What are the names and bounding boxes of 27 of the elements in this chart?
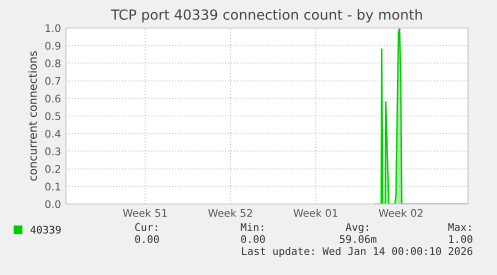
x-tick-label: Week 01: [294, 208, 338, 217]
y-tick-label: 0.6: [45, 94, 60, 103]
text: Avg:: [346, 223, 368, 234]
text: Last update: Wed Jan 14 00:00:10 2026: [242, 246, 472, 258]
x-tick-label: Week 02: [378, 208, 423, 217]
chart-title: TCP port 40339 connection count - by month: [110, 9, 422, 23]
text: Max:: [448, 223, 470, 232]
y-tick-label: 0.1: [45, 182, 60, 191]
y-tick-label: 0.3: [45, 147, 60, 156]
text: 1.00: [449, 235, 472, 244]
y-tick-label: 0.9: [45, 42, 60, 50]
y-tick-label: 0.4: [45, 130, 61, 138]
legend-label: 40339: [30, 226, 61, 234]
text: 0.00: [241, 235, 265, 244]
y-axis-title: concurrent connections: [28, 51, 37, 181]
y-tick-label: 0.8: [45, 59, 60, 68]
x-tick-label: Week 51: [122, 208, 167, 217]
text: 59.06m: [340, 235, 376, 244]
text: 0.00: [135, 235, 159, 244]
y-tick-label: 0.5: [45, 112, 60, 120]
y-tick-label: 0.7: [45, 77, 60, 85]
y-tick-label: 0.2: [45, 165, 60, 173]
text: Min:: [240, 222, 264, 231]
x-tick-label: Week 52: [208, 208, 252, 217]
y-tick-label: 0.0: [45, 200, 60, 208]
text: Cur:: [135, 223, 158, 232]
y-tick-label: 1.0: [46, 24, 60, 32]
